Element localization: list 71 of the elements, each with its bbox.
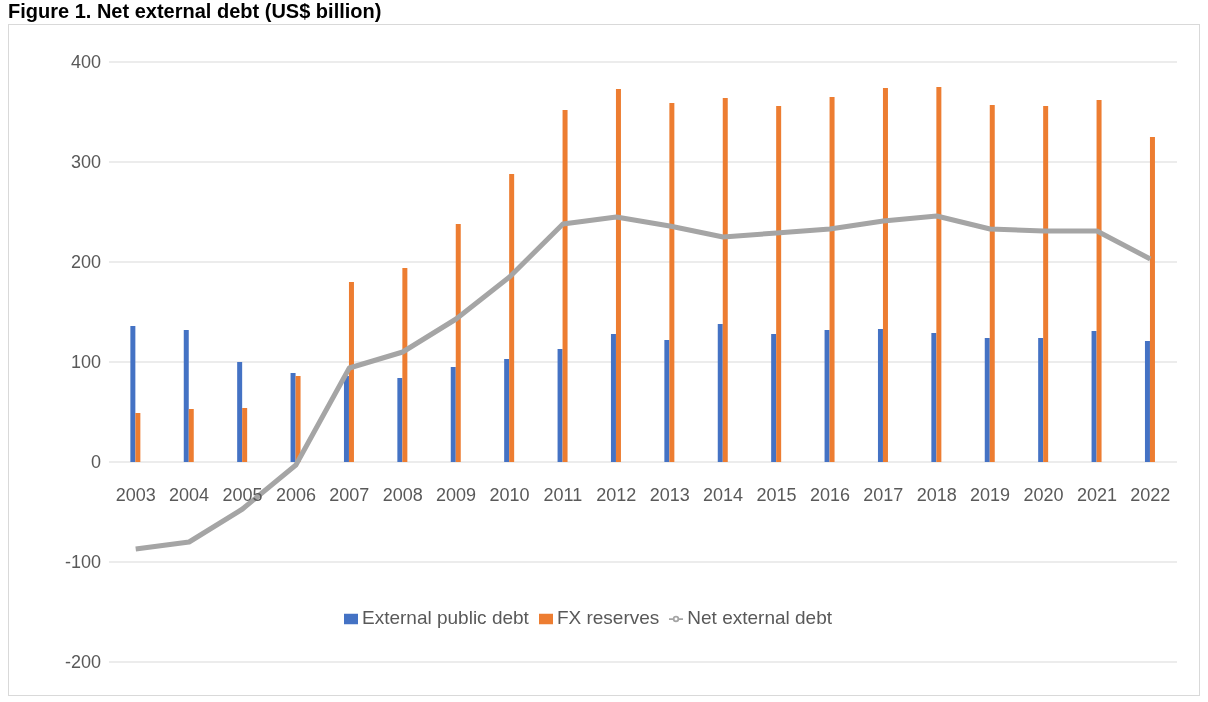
bar	[242, 408, 248, 462]
x-tick-label: 2006	[275, 485, 316, 506]
y-tick-label: -200	[64, 652, 101, 673]
bar	[931, 333, 937, 462]
bar	[1096, 100, 1102, 462]
y-tick-label: -100	[64, 552, 101, 573]
x-tick-label: 2016	[809, 485, 850, 506]
bar	[669, 103, 675, 462]
x-tick-label: 2005	[222, 485, 263, 506]
y-tick-label: 200	[70, 252, 101, 273]
x-tick-label: 2021	[1076, 485, 1117, 506]
bar	[722, 98, 728, 462]
bar	[664, 340, 670, 462]
bar	[1144, 341, 1150, 462]
bar	[776, 106, 782, 462]
bar	[936, 87, 942, 462]
bar	[882, 88, 888, 462]
legend-label: External public debt	[361, 607, 529, 629]
x-tick-label: 2008	[382, 485, 423, 506]
bar	[130, 326, 136, 462]
x-tick-label: 2010	[489, 485, 530, 506]
x-tick-label: 2012	[596, 485, 637, 506]
bar	[984, 338, 990, 462]
x-tick-label: 2014	[703, 485, 744, 506]
bar	[295, 376, 301, 462]
bar	[1038, 338, 1044, 462]
x-tick-label: 2013	[649, 485, 690, 506]
x-tick-label: 2015	[756, 485, 797, 506]
bar	[135, 413, 141, 462]
x-tick-label: 2009	[436, 485, 477, 506]
x-tick-label: 2017	[863, 485, 904, 506]
bar	[397, 378, 403, 462]
bar	[402, 268, 408, 462]
bar	[1043, 106, 1049, 462]
bar	[188, 409, 194, 462]
x-tick-label: 2011	[543, 485, 583, 506]
bar	[615, 89, 621, 462]
y-tick-label: 300	[70, 152, 101, 173]
bar	[183, 330, 189, 462]
legend-label: FX reserves	[556, 607, 660, 629]
x-tick-label: 2004	[169, 485, 210, 506]
bar	[455, 224, 461, 462]
bar	[509, 174, 515, 462]
bar	[557, 349, 563, 462]
bar	[717, 324, 723, 462]
bar	[610, 334, 616, 462]
chart-title: Figure 1. Net external debt (US$ billion)	[8, 0, 383, 24]
bar	[343, 376, 349, 462]
bar	[771, 334, 777, 462]
bar	[237, 362, 243, 462]
bar	[348, 282, 354, 462]
x-tick-label: 2020	[1023, 485, 1064, 506]
bar	[290, 373, 296, 462]
bar	[877, 329, 883, 462]
x-tick-label: 2007	[329, 485, 370, 506]
bar	[1149, 137, 1155, 462]
bar	[504, 359, 510, 462]
bar	[562, 110, 568, 462]
bar	[1091, 331, 1097, 462]
x-tick-label: 2018	[916, 485, 957, 506]
bar	[824, 330, 830, 462]
x-tick-label: 2019	[970, 485, 1011, 506]
bar	[989, 105, 995, 462]
y-tick-label: 400	[70, 52, 101, 73]
bar	[829, 97, 835, 462]
x-tick-label: 2003	[115, 485, 156, 506]
y-tick-label: 0	[90, 452, 101, 473]
x-tick-label: 2022	[1130, 485, 1171, 506]
legend-label: Net external debt	[687, 607, 832, 629]
bar	[450, 367, 456, 462]
y-tick-label: 100	[70, 352, 101, 373]
